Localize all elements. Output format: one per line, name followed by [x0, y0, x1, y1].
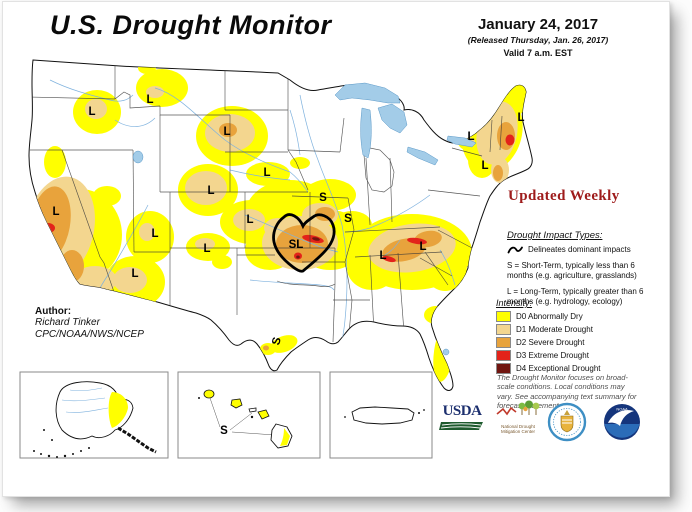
- impact-label-georgia: L: [419, 241, 426, 253]
- impact-label-southern-wyoming-colorado: L: [207, 185, 214, 197]
- author-name: Richard Tinker: [35, 317, 100, 328]
- impact-label-eastern-oregon: L: [88, 106, 95, 118]
- ndmc-logo-art: [496, 400, 540, 416]
- impact-curve-label: Delineates dominant impacts: [528, 245, 631, 254]
- impact-curve-icon: [507, 246, 523, 254]
- swatch-d2: [496, 337, 511, 348]
- valid-time: Valid 7 a.m. EST: [503, 48, 573, 58]
- impact-types-legend: Drought Impact Types: Delineates dominan…: [507, 230, 649, 306]
- impact-label-northwest-missouri: S: [319, 192, 327, 204]
- intensity-row-d0: D0 Abnormally Dry: [496, 311, 646, 322]
- rivers: [49, 79, 456, 347]
- ndmc-logo: National Drought Mitigation Center: [494, 400, 542, 434]
- impact-label-utah: L: [151, 228, 158, 240]
- long-term-definition: L = Long-Term, typically greater than 6 …: [507, 287, 644, 306]
- intensity-heading: Intensity:: [496, 298, 533, 308]
- inset-alaska: [19, 371, 169, 459]
- date-block: January 24, 2017 (Released Thursday, Jan…: [438, 16, 638, 58]
- impact-label-southern-california: L: [52, 206, 59, 218]
- impact-label-montana: L: [146, 94, 153, 106]
- state-borders: [29, 63, 503, 346]
- impact-label-nebraska: L: [263, 167, 270, 179]
- swatch-d3: [496, 350, 511, 361]
- intensity-rows: D0 Abnormally Dry D1 Moderate Drought D2 S…: [496, 311, 646, 374]
- impact-label-arizona: L: [131, 268, 138, 280]
- noaa-logo: NOAA: [604, 404, 640, 440]
- impact-label-oklahoma: SL: [289, 239, 304, 251]
- impact-label-new-hampshire: L: [517, 112, 524, 124]
- short-term-definition: S = Short-Term, typically less than 6 mo…: [507, 261, 637, 280]
- impact-label-western-south-dakota: L: [223, 126, 230, 138]
- intensity-row-d3: D3 Extreme Drought: [496, 350, 646, 361]
- label-d3: D3 Extreme Drought: [516, 351, 589, 360]
- inset-hawaii: [177, 371, 321, 459]
- impact-boundary-outline: [272, 213, 336, 273]
- author-heading: Author:: [35, 306, 72, 317]
- usda-logo-text: USDA: [442, 403, 482, 419]
- intensity-row-d1: D1 Moderate Drought: [496, 324, 646, 335]
- label-d2: D2 Severe Drought: [516, 338, 585, 347]
- usda-logo-swoosh: [439, 422, 483, 430]
- label-d1: D1 Moderate Drought: [516, 325, 593, 334]
- impact-type-labels: L L L L L L L L L L S S SL L L L L L S S: [52, 94, 524, 437]
- impact-label-southeast-missouri: S: [344, 213, 352, 225]
- noaa-logo-text: NOAA: [616, 407, 628, 412]
- intensity-legend: Intensity: D0 Abnormally Dry D1 Moderate …: [496, 298, 646, 374]
- author-org: CPC/NOAA/NWS/NCEP: [35, 328, 144, 340]
- impact-label-new-mexico: L: [203, 243, 210, 255]
- label-d4: D4 Exceptional Drought: [516, 364, 601, 373]
- release-date: (Released Thursday, Jan. 26, 2017): [467, 35, 609, 45]
- inset-puerto-rico: [329, 371, 433, 459]
- intensity-row-d2: D2 Severe Drought: [496, 337, 646, 348]
- label-d0: D0 Abnormally Dry: [516, 312, 583, 321]
- impact-label-southeast-colorado: L: [246, 214, 253, 226]
- impact-label-alabama: L: [379, 250, 386, 262]
- map-date: January 24, 2017: [477, 16, 599, 33]
- impact-label-hawaii: S: [220, 425, 228, 437]
- ndmc-logo-text: National Drought Mitigation Center: [500, 424, 536, 435]
- great-lakes: [132, 82, 477, 356]
- usda-logo: USDA: [438, 404, 486, 437]
- swatch-d1: [496, 324, 511, 335]
- impact-label-eastern-pennsylvania: L: [481, 160, 488, 172]
- commerce-seal-logo: [547, 402, 587, 442]
- intensity-row-d4: D4 Exceptional Drought: [496, 363, 646, 374]
- swatch-d4: [496, 363, 511, 374]
- impact-types-heading: Drought Impact Types:: [507, 230, 603, 241]
- impact-label-western-new-york: L: [467, 131, 474, 143]
- author-block: Author: Richard Tinker CPC/NOAA/NWS/NCEP: [35, 306, 144, 340]
- page-title: U.S. Drought Monitor: [50, 10, 332, 40]
- impact-label-texas-coast: S: [270, 336, 284, 347]
- updated-weekly-note: Updated Weekly: [508, 188, 620, 204]
- swatch-d0: [496, 311, 511, 322]
